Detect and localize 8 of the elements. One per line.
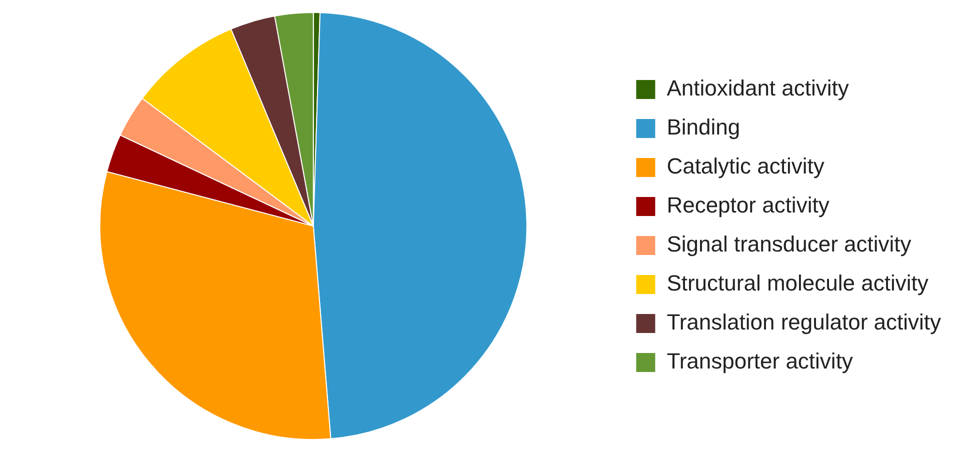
legend-label: Transporter activity xyxy=(666,348,853,374)
legend-label: Structural molecule activity xyxy=(666,270,928,296)
legend-label: Receptor activity xyxy=(666,192,830,218)
legend-label: Signal transducer activity xyxy=(666,232,912,257)
legend-label: Translation regulator activity xyxy=(666,310,942,335)
legend-label: Binding xyxy=(666,114,740,140)
legend-label: Catalytic activity xyxy=(666,154,824,179)
legend-label: Antioxidant activity xyxy=(666,76,849,101)
